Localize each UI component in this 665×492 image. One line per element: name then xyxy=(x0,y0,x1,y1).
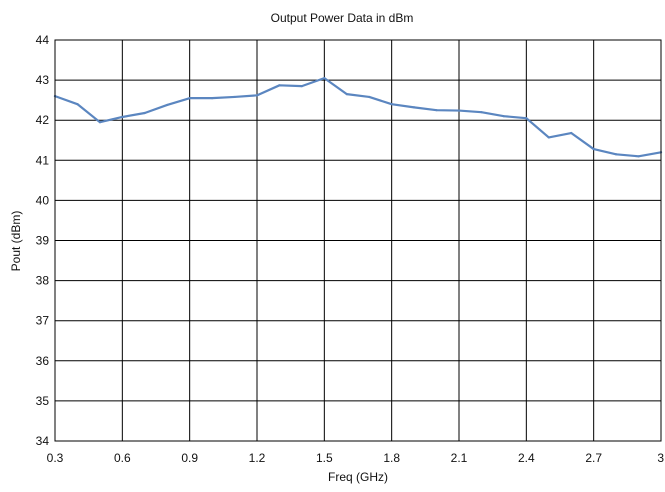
y-tick-label: 34 xyxy=(36,434,50,448)
y-tick-label: 36 xyxy=(36,354,50,368)
x-axis-label: Freq (GHz) xyxy=(328,470,388,484)
y-tick-label: 35 xyxy=(36,394,50,408)
data-point xyxy=(278,84,281,87)
data-point xyxy=(435,109,438,112)
x-tick-label: 1.8 xyxy=(383,451,400,465)
x-tick-label: 0.9 xyxy=(181,451,198,465)
x-tick-label: 0.3 xyxy=(47,451,64,465)
plot-frame xyxy=(54,39,662,442)
data-point xyxy=(570,131,573,135)
data-point xyxy=(143,111,146,115)
data-point xyxy=(211,97,214,100)
y-tick-label: 44 xyxy=(36,33,50,47)
y-tick-label: 41 xyxy=(36,153,50,167)
series-line xyxy=(53,76,663,158)
y-tick-label: 38 xyxy=(36,274,50,288)
data-point xyxy=(188,97,191,100)
data-point xyxy=(76,103,79,106)
chart-title: Output Power Data in dBm xyxy=(271,11,414,25)
y-tick-label: 39 xyxy=(36,234,50,248)
x-tick-label: 2.1 xyxy=(451,451,468,465)
y-axis-label: Pout (dBm) xyxy=(9,211,23,272)
x-tick-label: 3 xyxy=(657,451,664,465)
data-point xyxy=(457,109,461,112)
data-point xyxy=(255,94,259,97)
data-point xyxy=(323,76,326,80)
data-point xyxy=(547,136,550,139)
data-point xyxy=(121,115,124,119)
data-point xyxy=(413,106,416,109)
y-tick-label: 40 xyxy=(36,193,50,207)
series-layer xyxy=(53,76,663,158)
x-tick-label: 0.6 xyxy=(114,451,131,465)
gridlines xyxy=(54,39,662,442)
data-point xyxy=(345,93,348,96)
data-point xyxy=(98,121,101,124)
x-tick-label: 1.2 xyxy=(249,451,266,465)
data-point xyxy=(637,155,640,158)
data-point xyxy=(615,153,618,156)
data-point xyxy=(525,117,528,120)
data-point xyxy=(166,103,169,107)
y-tick-label: 37 xyxy=(36,314,50,328)
data-point xyxy=(233,95,236,99)
data-point xyxy=(480,111,483,114)
x-tick-label: 2.7 xyxy=(585,451,602,465)
data-point xyxy=(502,115,505,118)
tick-labels: 34 35 36 37 38 39 40 41 42 43 44 0.3 0.6 0.9 1.2 1.5 1.8… xyxy=(36,33,665,465)
data-point xyxy=(390,103,393,106)
data-point xyxy=(368,95,371,99)
x-tick-label: 1.5 xyxy=(316,451,333,465)
data-point xyxy=(300,85,303,88)
data-point xyxy=(592,147,595,151)
y-tick-label: 42 xyxy=(36,113,50,127)
y-tick-label: 43 xyxy=(36,73,50,87)
x-tick-label: 2.4 xyxy=(518,451,535,465)
